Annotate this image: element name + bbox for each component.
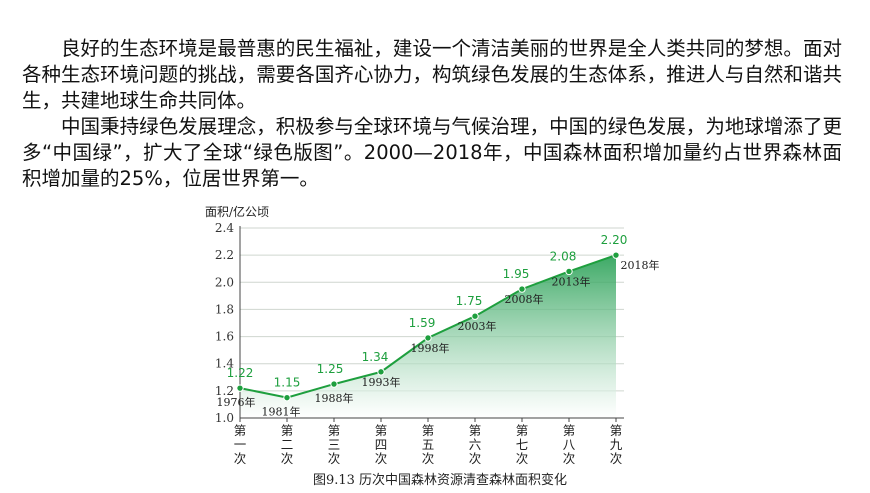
data-labels: 1.22 1976年 1.15 1981年 1.25 1988年 1.34 1993年 1.59… bbox=[217, 233, 660, 419]
y-axis-label: 面积/亿公顷 bbox=[205, 204, 269, 219]
data-point bbox=[612, 251, 620, 259]
chart-caption: 图9.13 历次中国森林资源清查森林面积变化 bbox=[313, 472, 567, 488]
value-label: 1.22 bbox=[227, 366, 254, 380]
data-point bbox=[565, 267, 573, 276]
value-label: 1.25 bbox=[317, 362, 344, 376]
chart-grid bbox=[240, 227, 624, 392]
y-tick-label: 1.4 bbox=[215, 357, 234, 371]
data-point bbox=[518, 285, 526, 293]
year-label: 2008年 bbox=[505, 292, 544, 306]
value-label: 1.59 bbox=[409, 316, 436, 330]
data-point bbox=[236, 384, 244, 392]
year-label: 2018年 bbox=[621, 258, 660, 272]
y-tick-label: 2.0 bbox=[215, 275, 234, 289]
data-points bbox=[236, 251, 620, 402]
value-label: 2.20 bbox=[601, 233, 628, 247]
y-tick-label: 1.2 bbox=[215, 384, 234, 398]
year-label: 2013年 bbox=[552, 274, 591, 288]
y-tick-label: 1.0 bbox=[215, 411, 234, 425]
x-tick-label: 第五次 bbox=[422, 423, 435, 466]
chart-axes: 1.0 1.2 1.4 1.6 1.8 2.0 2.2 2.4 第一次 第二次 第三次 第四次 第五次 第… bbox=[215, 221, 624, 466]
x-tick-label: 第八次 bbox=[563, 423, 576, 466]
value-label: 1.95 bbox=[503, 267, 530, 281]
y-tick-label: 1.6 bbox=[215, 330, 234, 344]
y-tick-label: 1.8 bbox=[215, 302, 234, 316]
data-point bbox=[377, 368, 385, 376]
year-label: 1981年 bbox=[262, 405, 301, 419]
year-label: 1988年 bbox=[315, 391, 354, 405]
value-label: 1.75 bbox=[456, 294, 483, 308]
year-label: 1998年 bbox=[411, 341, 450, 355]
year-label: 2003年 bbox=[458, 319, 497, 333]
value-label: 1.15 bbox=[274, 376, 301, 390]
data-point bbox=[471, 312, 479, 320]
y-tick-label: 2.2 bbox=[215, 248, 234, 262]
paragraph-1: 良好的生态环境是最普惠的民生福祉，建设一个清洁美丽的世界是全人类共同的梦想。面对… bbox=[22, 37, 842, 112]
x-tick-label: 第三次 bbox=[328, 423, 341, 466]
x-tick-label: 第二次 bbox=[281, 423, 294, 466]
data-point bbox=[283, 393, 291, 402]
data-point bbox=[424, 334, 432, 342]
value-label: 2.08 bbox=[550, 249, 577, 263]
y-tick-label: 2.4 bbox=[215, 221, 234, 235]
year-label: 1993年 bbox=[362, 375, 401, 389]
area-fill bbox=[240, 255, 616, 418]
series-line bbox=[239, 254, 617, 399]
value-label: 1.34 bbox=[362, 350, 389, 364]
x-tick-label: 第六次 bbox=[469, 423, 482, 466]
paragraph-2: 中国秉持绿色发展理念，积极参与全球环境与气候治理，中国的绿色发展，为地球增添了更… bbox=[22, 115, 842, 190]
x-tick-label: 第七次 bbox=[516, 423, 529, 466]
x-tick-label: 第九次 bbox=[610, 423, 623, 466]
x-tick-label: 第一次 bbox=[234, 423, 247, 466]
data-point bbox=[330, 380, 338, 388]
x-tick-label: 第四次 bbox=[375, 423, 388, 466]
year-label: 1976年 bbox=[217, 395, 256, 409]
